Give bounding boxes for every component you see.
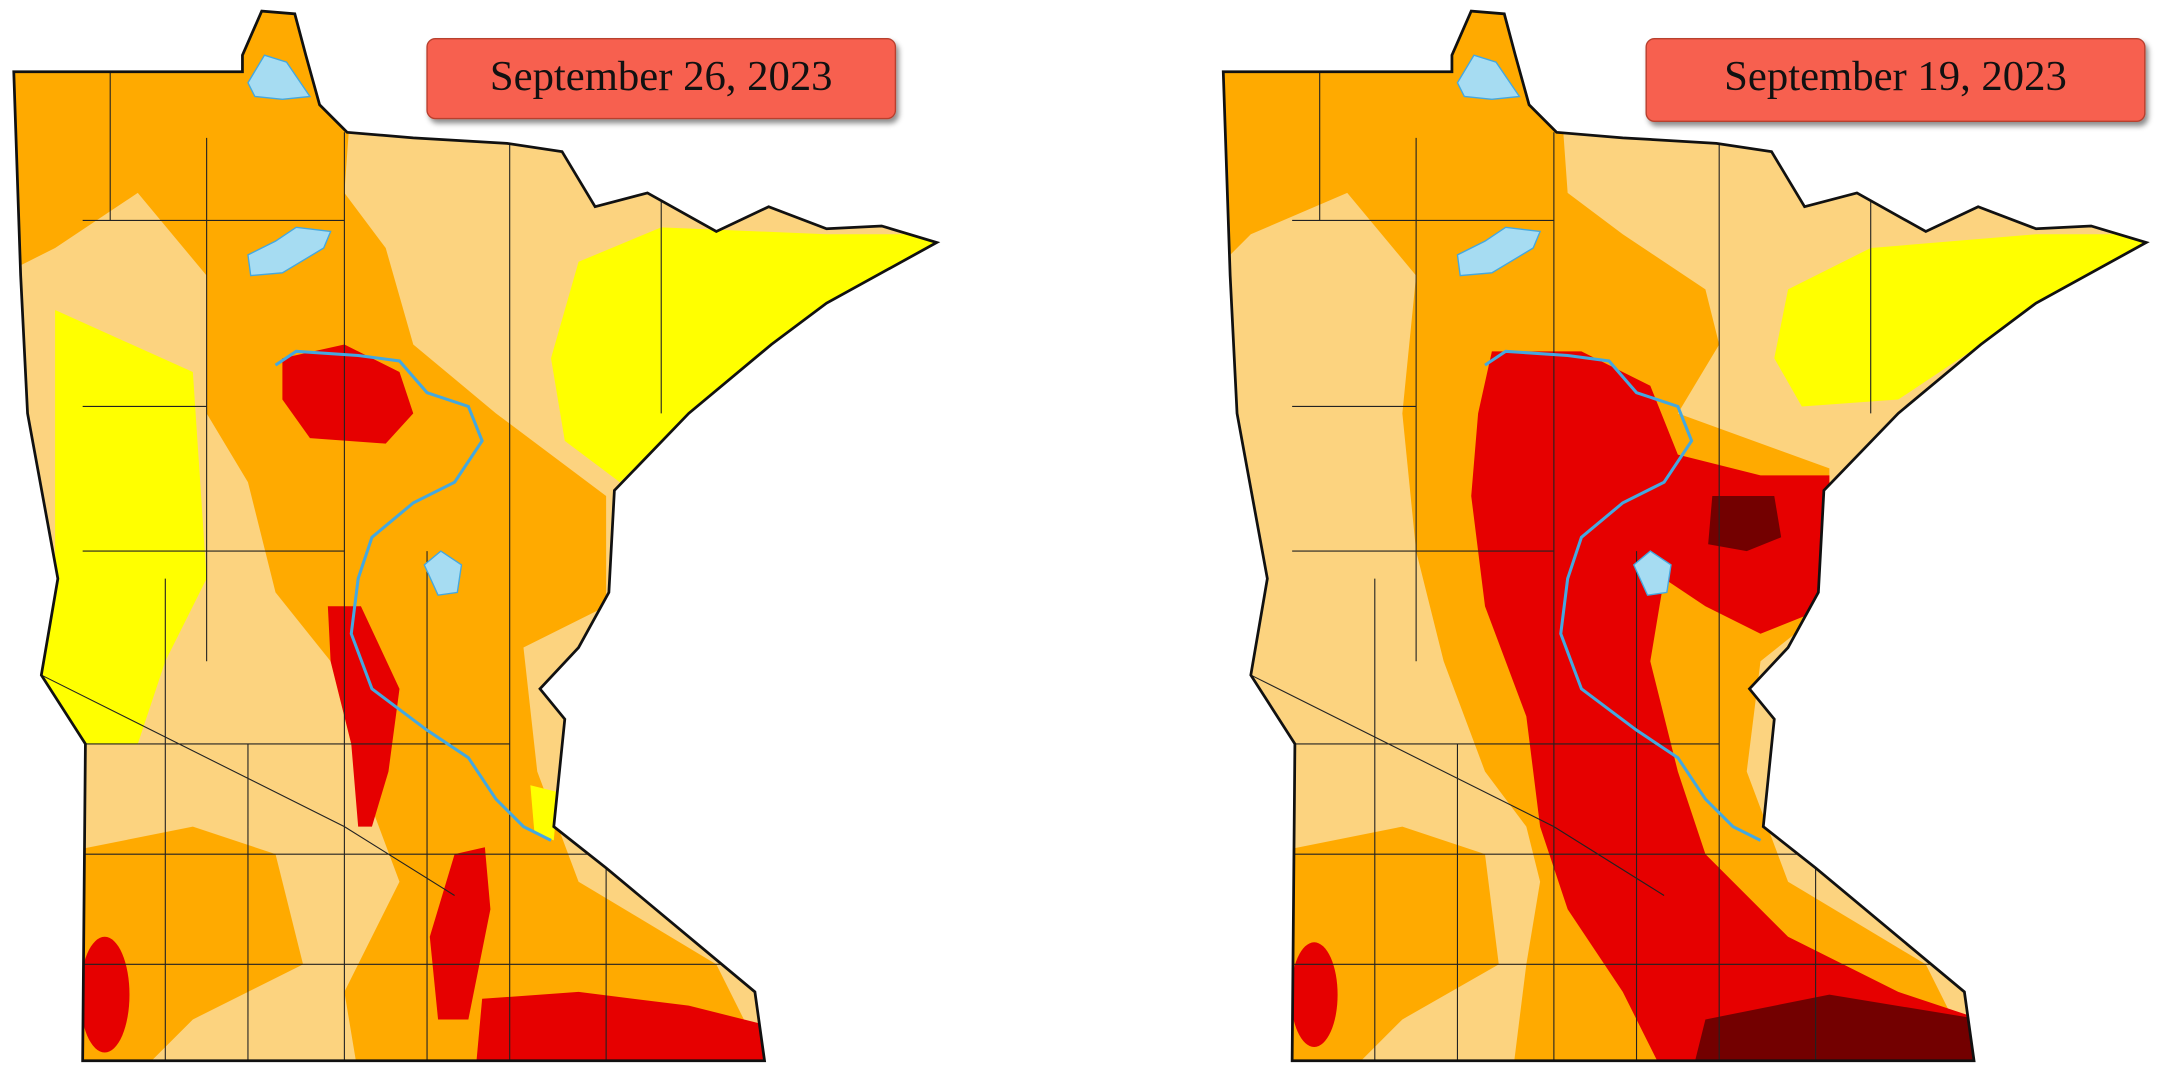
river (274, 349, 552, 842)
date-label: September 26, 2023 (490, 53, 833, 100)
d3-area (1471, 351, 1981, 1061)
lake (1632, 550, 1672, 596)
d4-area (1691, 994, 1981, 1061)
lake (1456, 226, 1542, 277)
d3-area (475, 991, 772, 1061)
d3-area (327, 606, 400, 827)
map-sep-26: September 26, 2023 (12, 9, 939, 1063)
d3-area (282, 344, 414, 444)
d0-area (551, 227, 937, 483)
lake (247, 226, 332, 277)
county-lines (41, 71, 758, 1061)
date-label: September 19, 2023 (1724, 53, 2067, 100)
d3-area (1290, 942, 1338, 1048)
d3-area (79, 936, 130, 1053)
lake (423, 550, 463, 596)
date-label-box (1645, 37, 2146, 122)
date-label-box (426, 37, 897, 120)
d4-area (1708, 495, 1782, 552)
lake (247, 54, 312, 100)
map-sep-19: September 19, 2023 (1221, 9, 2148, 1063)
d3-area (429, 847, 491, 1020)
lake (1456, 54, 1521, 100)
d0-area (530, 785, 558, 841)
d2-area (13, 11, 772, 1061)
river (1484, 349, 1762, 842)
county-lines (1250, 71, 1968, 1061)
